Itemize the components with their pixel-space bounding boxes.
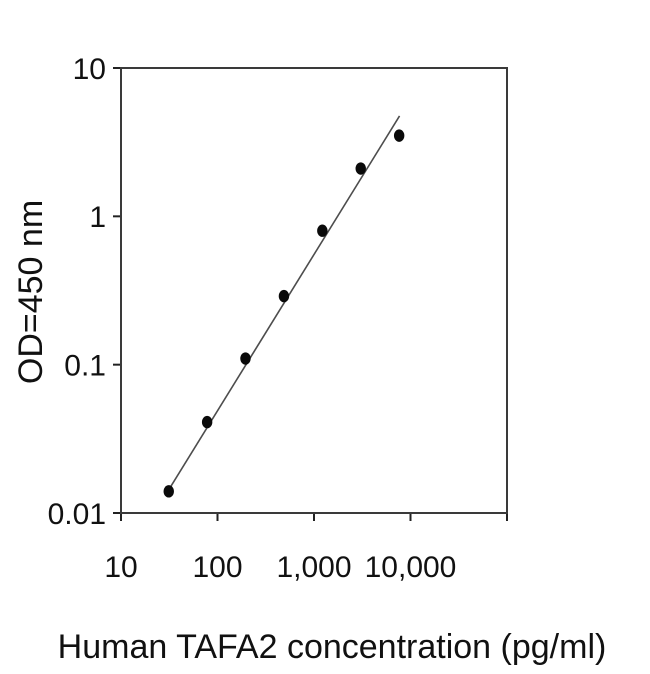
data-point-marker [240, 352, 251, 365]
y-tick-label: 0.01 [48, 498, 106, 531]
x-tick-label: 10,000 [365, 551, 457, 584]
y-tick-label: 10 [73, 53, 106, 86]
y-tick-label: 1 [89, 201, 106, 234]
tick-labels-group: 10 100 1,000 10,000 10 1 0.1 0.01 [48, 53, 457, 584]
plot-box [120, 67, 508, 514]
y-tick-label: 0.1 [64, 349, 106, 382]
y-axis-title: OD=450 nm [12, 200, 50, 384]
data-point-marker [393, 129, 405, 142]
x-tick-label: 100 [192, 551, 242, 584]
x-tick-label: 10 [104, 551, 137, 584]
data-point-marker [317, 224, 328, 237]
x-axis-title: Human TAFA2 concentration (pg/ml) [58, 628, 607, 666]
ticks-group [113, 67, 508, 521]
data-point-marker [201, 415, 213, 429]
data-points-group [163, 129, 405, 498]
x-tick-label: 1,000 [276, 551, 351, 584]
data-point-marker [278, 289, 290, 303]
data-point-marker [163, 485, 174, 498]
data-point-marker [355, 162, 366, 175]
axes-group [120, 67, 508, 514]
